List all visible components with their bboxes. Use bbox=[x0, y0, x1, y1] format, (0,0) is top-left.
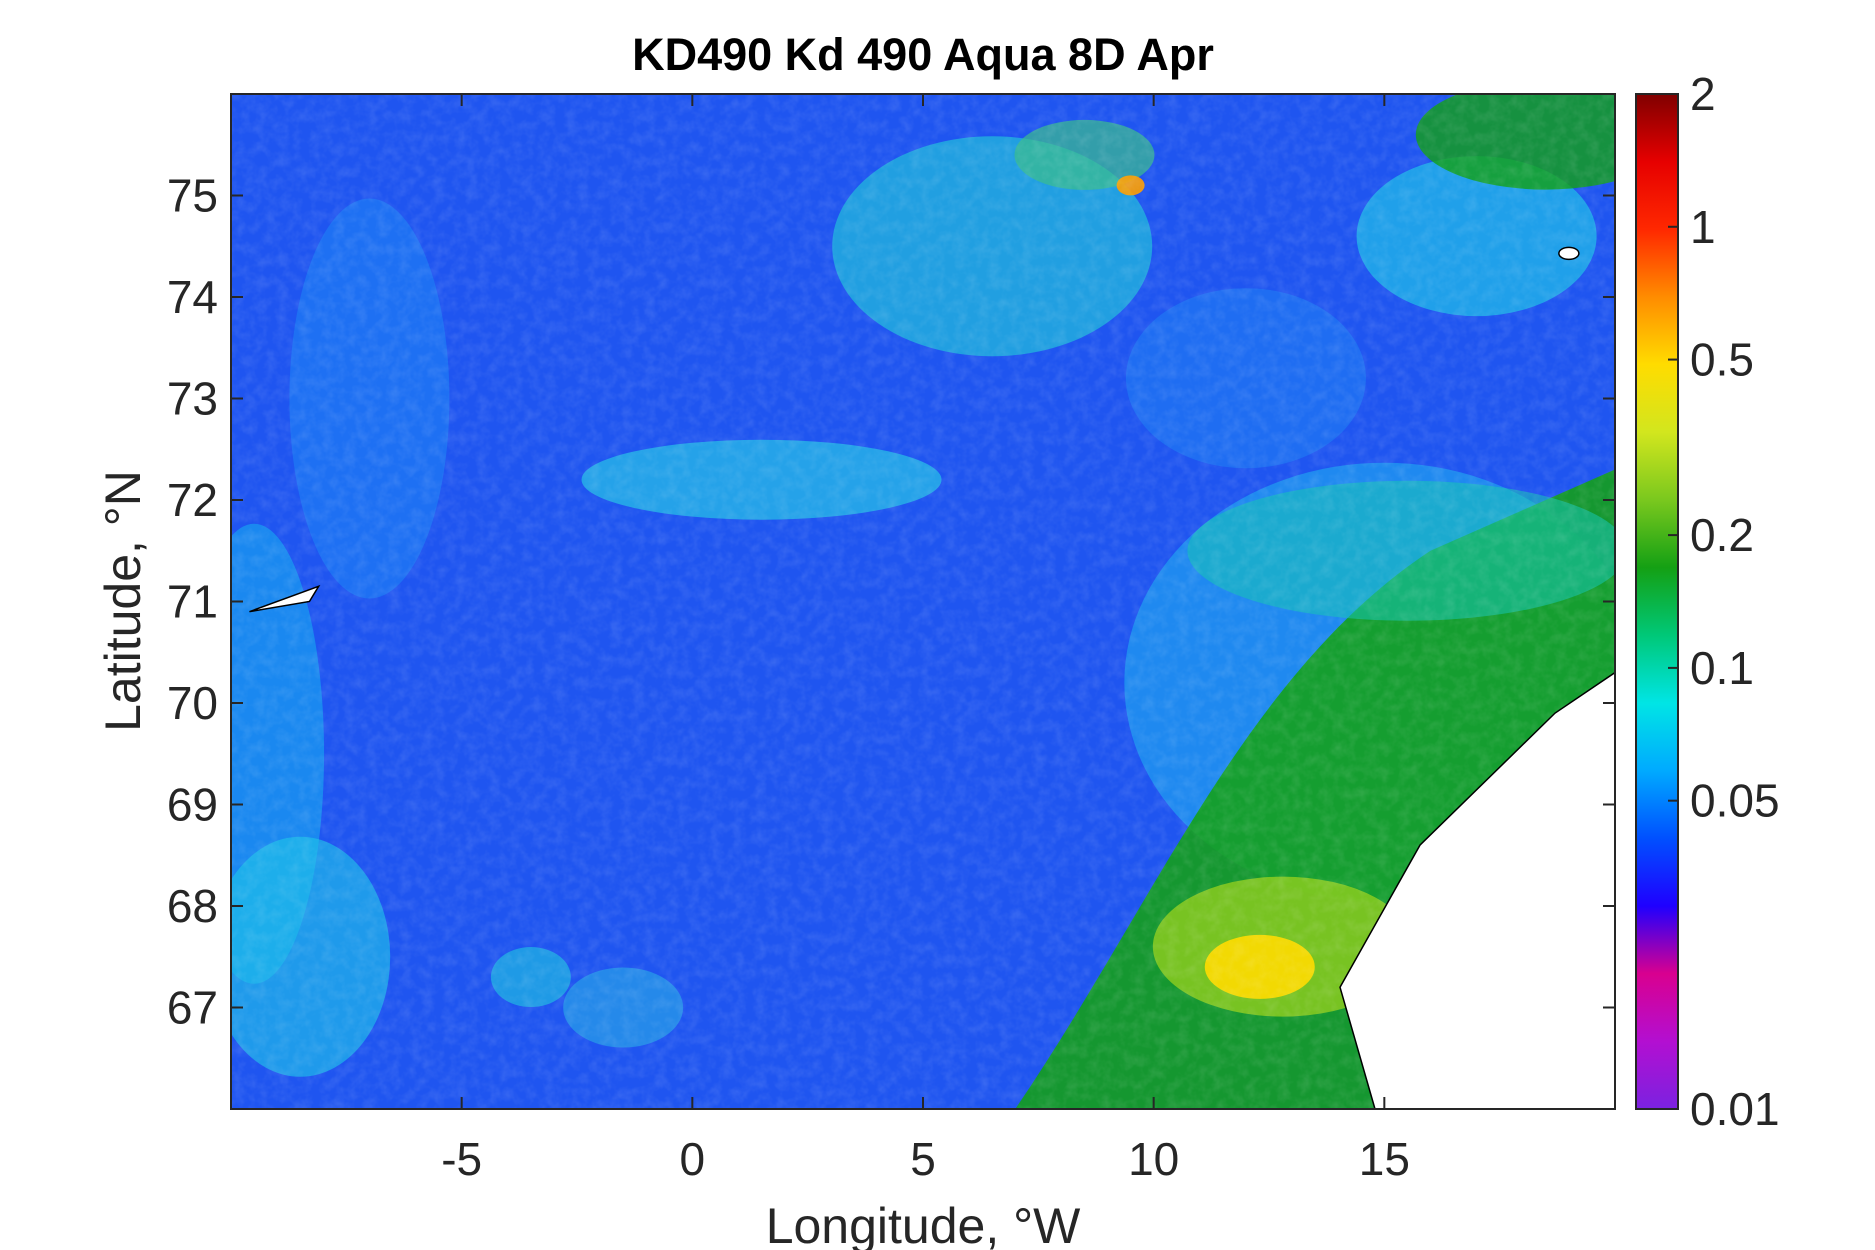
colorbar: 0.01 0.05 0.1 0.2 0.5 1 2 bbox=[1635, 68, 1780, 1135]
colorbar-ramp bbox=[1635, 93, 1679, 1110]
colorbar-tick-label: 0.2 bbox=[1690, 509, 1754, 561]
y-tick-label: 71 bbox=[167, 576, 218, 628]
colorbar-tick-label: 0.1 bbox=[1690, 642, 1754, 694]
y-tick-label: 74 bbox=[167, 271, 218, 323]
plot-area bbox=[231, 94, 1615, 1109]
y-tick-label: 70 bbox=[167, 677, 218, 729]
y-tick-label: 72 bbox=[167, 474, 218, 526]
colorbar-ticks: 0.01 0.05 0.1 0.2 0.5 1 2 bbox=[1668, 68, 1780, 1135]
y-tick-label: 73 bbox=[167, 373, 218, 425]
colorbar-tick-label: 0.5 bbox=[1690, 334, 1754, 386]
y-tick-label: 69 bbox=[167, 779, 218, 831]
y-axis-label: Latitude, °N bbox=[95, 470, 151, 732]
x-axis: -5 0 5 10 15 bbox=[441, 94, 1410, 1185]
colorbar-tick-label: 0.05 bbox=[1690, 775, 1780, 827]
bear-island bbox=[1558, 246, 1580, 261]
x-tick-label: -5 bbox=[441, 1133, 482, 1185]
colorbar-tick-label: 1 bbox=[1690, 201, 1716, 253]
x-tick-label: 15 bbox=[1359, 1133, 1410, 1185]
chart-title: KD490 Kd 490 Aqua 8D Apr bbox=[632, 29, 1214, 80]
x-axis-label: Longitude, °W bbox=[766, 1198, 1081, 1250]
x-tick-label: 0 bbox=[680, 1133, 706, 1185]
norway-coast bbox=[1339, 671, 1615, 1109]
y-tick-label: 75 bbox=[167, 170, 218, 222]
y-axis: 67 68 69 70 71 72 73 74 75 bbox=[167, 170, 1615, 1034]
x-tick-label: 5 bbox=[910, 1133, 936, 1185]
jan-mayen-island bbox=[249, 584, 321, 613]
colorbar-tick-label: 2 bbox=[1690, 68, 1716, 120]
land-masses bbox=[249, 246, 1615, 1109]
y-tick-label: 68 bbox=[167, 880, 218, 932]
x-tick-label: 10 bbox=[1128, 1133, 1179, 1185]
colorbar-tick-label: 0.01 bbox=[1690, 1083, 1780, 1135]
y-tick-label: 67 bbox=[167, 982, 218, 1034]
